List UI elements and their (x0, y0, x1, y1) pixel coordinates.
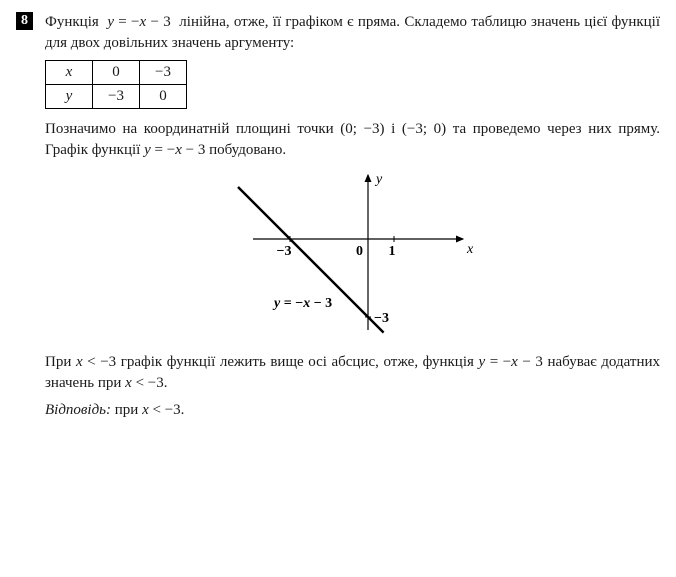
table-row: y −3 0 (46, 85, 187, 109)
svg-text:−3: −3 (276, 244, 291, 259)
answer-line: Відповідь: при x < −3. (45, 400, 660, 421)
answer-label: Відповідь: (45, 402, 111, 418)
svg-text:y: y (374, 172, 383, 187)
line-chart-svg: xy0−31−3y = −x − 3 (228, 167, 478, 337)
table-cell: 0 (140, 85, 187, 109)
table-cell: 0 (93, 61, 140, 85)
svg-text:y = −x − 3: y = −x − 3 (272, 296, 332, 311)
svg-text:1: 1 (388, 244, 395, 259)
table-cell: y (46, 85, 93, 109)
svg-text:0: 0 (356, 244, 363, 259)
paragraph-1: Функція y = −x − 3 лінійна, отже, її гра… (45, 12, 660, 54)
table-row: x 0 −3 (46, 61, 187, 85)
problem-content: Функція y = −x − 3 лінійна, отже, її гра… (45, 12, 660, 427)
svg-text:x: x (466, 242, 474, 257)
table-cell: x (46, 61, 93, 85)
paragraph-2: Позначимо на координатній площині точки … (45, 119, 660, 161)
problem-number: 8 (16, 12, 33, 30)
table-cell: −3 (93, 85, 140, 109)
paragraph-3: При x < −3 графік функції лежить вище ос… (45, 352, 660, 394)
chart: xy0−31−3y = −x − 3 (45, 167, 660, 342)
table-cell: −3 (140, 61, 187, 85)
value-table: x 0 −3 y −3 0 (45, 60, 187, 109)
